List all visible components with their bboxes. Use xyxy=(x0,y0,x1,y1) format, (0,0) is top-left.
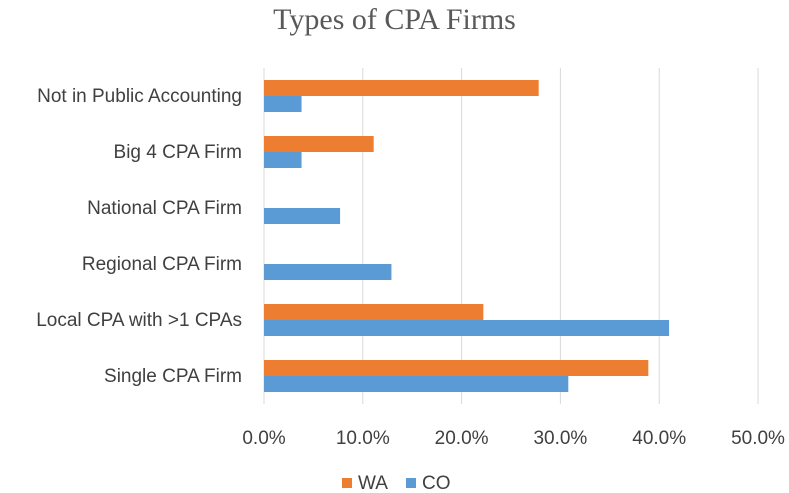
bar-co xyxy=(264,208,341,224)
bars xyxy=(264,80,670,392)
bar-wa xyxy=(264,304,484,320)
legend-label-co: CO xyxy=(422,473,451,493)
category-label: Big 4 CPA Firm xyxy=(114,142,242,163)
chart-title: Types of CPA Firms xyxy=(273,3,516,36)
category-labels: Not in Public Accounting Big 4 CPA Firm Na… xyxy=(36,86,242,387)
bar-wa xyxy=(264,360,649,376)
bar-co xyxy=(264,152,302,168)
bar-co xyxy=(264,264,392,280)
x-tick-label: 10.0% xyxy=(336,428,390,449)
legend-swatch-co xyxy=(406,478,416,488)
x-tick-label: 0.0% xyxy=(242,428,285,449)
x-tick-labels: 0.0% 10.0% 20.0% 30.0% 40.0% 50.0% xyxy=(242,428,785,449)
category-label: Single CPA Firm xyxy=(104,366,242,387)
category-label: National CPA Firm xyxy=(87,198,242,219)
x-tick-label: 30.0% xyxy=(533,428,587,449)
bar-co xyxy=(264,96,302,112)
category-label: Not in Public Accounting xyxy=(37,86,242,107)
bar-wa xyxy=(264,80,539,96)
bar-co xyxy=(264,376,569,392)
x-tick-label: 20.0% xyxy=(435,428,489,449)
category-label: Local CPA with >1 CPAs xyxy=(36,310,242,331)
x-tick-label: 50.0% xyxy=(731,428,785,449)
bar-wa xyxy=(264,136,374,152)
legend-swatch-wa xyxy=(342,478,352,488)
x-tick-label: 40.0% xyxy=(632,428,686,449)
legend: WA CO xyxy=(342,473,451,493)
grid-lines xyxy=(263,68,759,404)
legend-label-wa: WA xyxy=(358,473,388,493)
bar-co xyxy=(264,320,670,336)
category-label: Regional CPA Firm xyxy=(82,254,242,275)
